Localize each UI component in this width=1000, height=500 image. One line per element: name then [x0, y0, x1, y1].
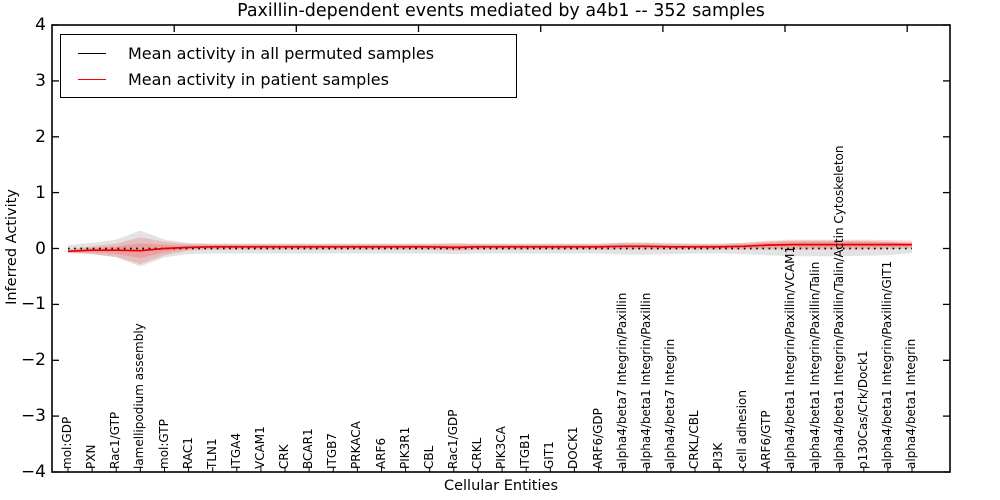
y-tick-label: −3: [20, 406, 46, 427]
x-tick-label: CRKL: [469, 437, 484, 469]
legend-item-patient: Mean activity in patient samples: [61, 70, 516, 89]
y-tick-label: 4: [35, 15, 46, 35]
x-tick-label: mol:GTP: [156, 419, 171, 469]
y-tick-label: 2: [35, 126, 46, 147]
chart-title: Paxillin-dependent events mediated by a4…: [237, 1, 765, 21]
x-tick-label: lamellipodium assembly: [132, 323, 147, 469]
x-tick-label: ITGA4: [228, 432, 243, 469]
y-tick-label: −1: [20, 294, 46, 315]
x-tick-label: ARF6/GDP: [590, 408, 605, 469]
y-tick-label: 1: [35, 182, 46, 203]
x-tick-label: PI3K: [711, 442, 726, 469]
x-tick-label: TLN1: [204, 438, 219, 469]
x-tick-label: PIK3R1: [397, 426, 412, 469]
x-tick-label: alpha4/beta1 Integrin/Paxillin/GIT1: [879, 260, 894, 469]
x-tick-label: VCAM1: [252, 426, 267, 469]
x-tick-label: PXN: [84, 444, 99, 469]
x-tick-label: alpha4/beta1 Integrin/Paxillin/Talin: [807, 261, 822, 469]
legend-label-permuted: Mean activity in all permuted samples: [128, 43, 435, 63]
x-axis-label: Cellular Entities: [443, 478, 559, 494]
y-tick-label: −4: [20, 462, 46, 482]
x-tick-label: alpha4/beta7 Integrin/Paxillin: [614, 292, 629, 469]
x-tick-label: alpha4/beta1 Integrin/Paxillin/Talin/Act…: [831, 145, 846, 469]
x-tick-label: p130Cas/Crk/Dock1: [855, 350, 870, 469]
x-tick-label: alpha4/beta7 Integrin: [662, 338, 677, 469]
x-tick-label: mol:GDP: [60, 416, 74, 469]
x-tick-label: alpha4/beta1 Integrin/Paxillin/VCAM1: [783, 245, 798, 469]
legend-item-permuted: Mean activity in all permuted samples: [61, 44, 516, 63]
y-tick-label: 3: [35, 70, 46, 91]
x-tick-label: PRKACA: [349, 421, 364, 469]
legend: Mean activity in all permuted samples Me…: [60, 34, 517, 98]
y-tick-label: 0: [35, 238, 46, 259]
x-tick-label: ARF6/GTP: [759, 410, 774, 469]
x-tick-label: RAC1: [180, 437, 195, 469]
x-tick-label: alpha4/beta1 Integrin: [904, 338, 918, 469]
x-tick-label: CBL: [421, 445, 436, 469]
x-tick-label: DOCK1: [566, 426, 581, 469]
x-tick-label: CRKL/CBL: [687, 410, 701, 469]
x-tick-label: BCAR1: [301, 428, 316, 469]
x-tick-label: Rac1/GTP: [108, 411, 123, 469]
x-tick-label: ITGB7: [325, 432, 340, 469]
x-tick-label: ARF6: [373, 437, 388, 469]
legend-line-red-icon: [78, 78, 106, 80]
x-tick-label: PIK3CA: [494, 426, 509, 469]
x-tick-label: CRK: [277, 444, 291, 469]
x-tick-label: ITGB1: [518, 432, 533, 469]
legend-label-patient: Mean activity in patient samples: [128, 69, 389, 89]
x-tick-label: GIT1: [542, 441, 557, 469]
x-tick-label: cell adhesion: [735, 390, 750, 469]
x-tick-label: Rac1/GDP: [445, 409, 460, 469]
x-tick-label: alpha4/beta1 Integrin/Paxillin: [638, 292, 653, 469]
y-tick-label: −2: [20, 350, 46, 371]
legend-line-black-icon: [78, 52, 106, 54]
